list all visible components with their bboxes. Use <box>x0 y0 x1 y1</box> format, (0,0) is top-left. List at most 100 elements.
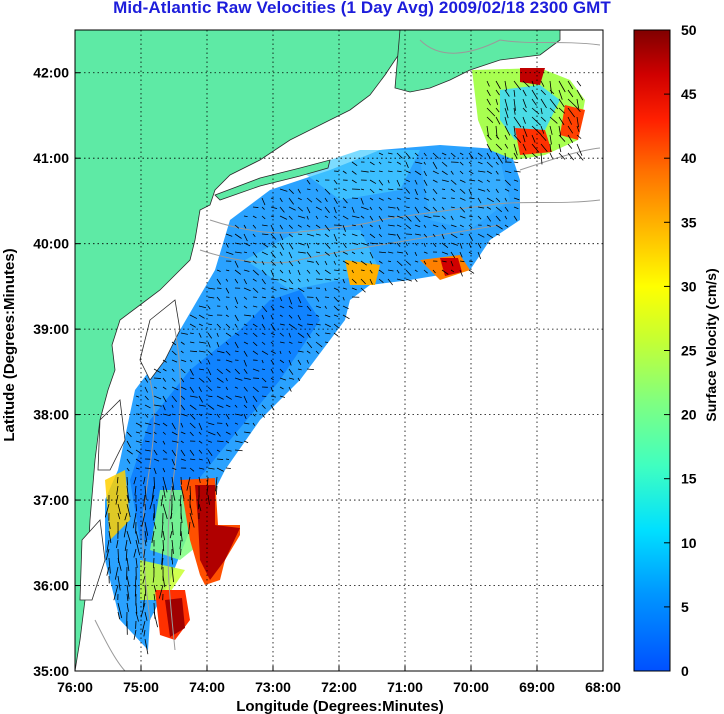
velocity-arrow <box>153 422 161 426</box>
x-tick-label: 73:00 <box>255 679 291 695</box>
velocity-arrow <box>261 233 269 236</box>
velocity-arrow <box>441 188 446 190</box>
velocity-arrow <box>207 467 215 470</box>
velocity-arrow <box>576 152 584 161</box>
velocity-arrow <box>567 143 573 149</box>
velocity-arrow <box>315 350 319 354</box>
velocity-arrow <box>432 206 438 212</box>
velocity-arrow <box>558 134 566 142</box>
velocity-arrow <box>252 350 259 355</box>
velocity-arrow <box>333 179 338 185</box>
velocity-arrow <box>513 98 516 111</box>
velocity-arrow <box>126 557 130 572</box>
velocity-arrow <box>486 170 492 175</box>
velocity-arrow <box>396 215 404 219</box>
velocity-arrow <box>549 107 556 114</box>
velocity-arrow <box>576 125 580 133</box>
velocity-arrow <box>162 404 166 411</box>
velocity-arrow <box>459 170 464 175</box>
velocity-arrow <box>405 215 412 222</box>
velocity-arrow <box>486 107 496 117</box>
velocity-arrow <box>234 377 243 381</box>
velocity-arrow <box>144 503 146 511</box>
velocity-arrow <box>558 125 562 137</box>
velocity-arrow <box>306 260 314 263</box>
velocity-arrow <box>270 386 274 392</box>
velocity-arrow <box>441 170 448 176</box>
velocity-arrow <box>387 251 394 254</box>
velocity-arrow <box>234 269 241 275</box>
velocity-arrow <box>243 269 250 272</box>
velocity-arrow <box>225 431 231 435</box>
velocity-arrow <box>279 359 285 364</box>
velocity-arrow <box>126 440 132 449</box>
velocity-arrow <box>252 332 258 338</box>
velocity-arrow <box>306 278 310 282</box>
velocity-arrow <box>252 278 257 282</box>
velocity-arrow <box>270 242 277 248</box>
velocity-arrow <box>234 368 240 375</box>
x-tick-label: 75:00 <box>123 679 159 695</box>
velocity-arrow <box>405 161 409 169</box>
velocity-arrow <box>124 512 128 521</box>
velocity-arrow <box>342 170 347 174</box>
velocity-arrow <box>135 404 140 407</box>
velocity-arrow <box>225 404 231 408</box>
velocity-arrow <box>261 305 268 313</box>
velocity-arrow <box>378 161 382 165</box>
velocity-arrow <box>567 107 576 118</box>
velocity-arrow <box>288 386 292 392</box>
velocity-arrow <box>333 224 342 226</box>
colorbar-tick-label: 50 <box>681 22 697 38</box>
y-tick-label: 37:00 <box>33 492 69 508</box>
velocity-arrow <box>387 224 395 227</box>
velocity-arrow <box>207 449 213 456</box>
x-tick-label: 68:00 <box>585 679 621 695</box>
velocity-arrow <box>558 89 563 100</box>
velocity-arrow <box>306 341 313 349</box>
velocity-arrow <box>216 332 219 337</box>
velocity-arrow <box>162 449 168 454</box>
velocity-arrow <box>189 323 196 328</box>
velocity-arrow <box>567 98 578 109</box>
velocity-arrow <box>477 233 485 238</box>
velocity-arrow <box>252 224 257 229</box>
velocity-arrow <box>215 476 218 492</box>
velocity-arrow <box>504 89 510 97</box>
velocity-arrow <box>306 368 314 370</box>
velocity-arrow <box>369 188 375 194</box>
velocity-arrow <box>558 152 566 160</box>
velocity-arrow <box>459 269 463 277</box>
velocity-arrow <box>495 89 500 96</box>
velocity-arrow <box>306 188 311 191</box>
velocity-arrow <box>333 269 340 272</box>
velocity-arrow <box>414 242 418 246</box>
velocity-arrow <box>351 260 358 264</box>
velocity-arrow <box>243 314 252 317</box>
velocity-arrow <box>423 233 428 238</box>
velocity-arrow <box>540 116 547 122</box>
velocity-arrow <box>207 305 211 310</box>
velocity-arrow <box>558 107 566 114</box>
velocity-arrow <box>234 386 238 389</box>
colorbar-tick-label: 10 <box>681 535 697 551</box>
velocity-arrow <box>216 323 221 329</box>
velocity-arrow <box>234 314 239 322</box>
velocity-arrow <box>288 341 293 344</box>
velocity-arrow <box>153 521 157 530</box>
velocity-arrow <box>169 530 173 539</box>
velocity-arrow <box>414 161 423 165</box>
velocity-arrow <box>198 413 203 417</box>
velocity-arrow <box>135 440 142 444</box>
velocity-arrow <box>459 251 463 258</box>
velocity-arrow <box>144 449 151 452</box>
velocity-arrow <box>450 179 457 185</box>
velocity-arrow <box>234 413 243 416</box>
velocity-arrow <box>198 305 207 309</box>
colorbar-label: Surface Velocity (cm/s) <box>703 268 719 421</box>
velocity-arrow <box>225 395 232 400</box>
velocity-arrow <box>315 296 320 302</box>
velocity-arrow <box>144 638 149 655</box>
velocity-arrow <box>261 323 265 329</box>
velocity-arrow <box>279 341 285 344</box>
